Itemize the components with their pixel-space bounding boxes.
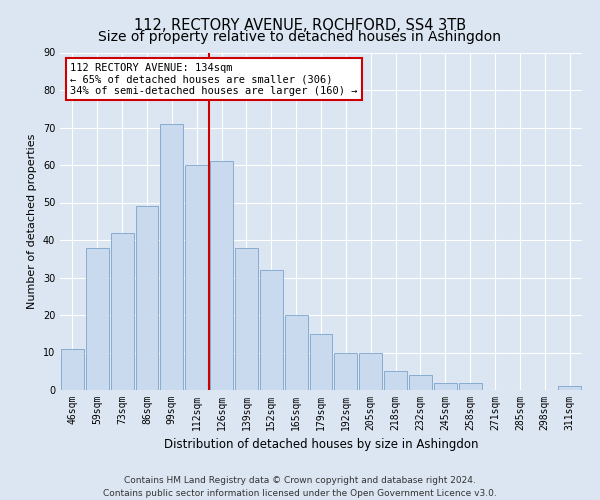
X-axis label: Distribution of detached houses by size in Ashingdon: Distribution of detached houses by size … — [164, 438, 478, 452]
Bar — [86, 248, 109, 390]
Bar — [61, 349, 84, 390]
Text: 112 RECTORY AVENUE: 134sqm
← 65% of detached houses are smaller (306)
34% of sem: 112 RECTORY AVENUE: 134sqm ← 65% of deta… — [70, 62, 358, 96]
Text: 112, RECTORY AVENUE, ROCHFORD, SS4 3TB: 112, RECTORY AVENUE, ROCHFORD, SS4 3TB — [134, 18, 466, 32]
Y-axis label: Number of detached properties: Number of detached properties — [27, 134, 37, 309]
Text: Contains HM Land Registry data © Crown copyright and database right 2024.
Contai: Contains HM Land Registry data © Crown c… — [103, 476, 497, 498]
Bar — [409, 375, 432, 390]
Bar — [558, 386, 581, 390]
Bar — [359, 352, 382, 390]
Bar — [434, 382, 457, 390]
Bar — [260, 270, 283, 390]
Bar — [185, 165, 208, 390]
Bar — [459, 382, 482, 390]
Bar — [235, 248, 258, 390]
Bar — [210, 161, 233, 390]
Bar — [310, 334, 332, 390]
Bar — [384, 371, 407, 390]
Bar — [136, 206, 158, 390]
Bar — [285, 315, 308, 390]
Bar — [334, 352, 357, 390]
Text: Size of property relative to detached houses in Ashingdon: Size of property relative to detached ho… — [98, 30, 502, 44]
Bar — [160, 124, 183, 390]
Bar — [111, 232, 134, 390]
